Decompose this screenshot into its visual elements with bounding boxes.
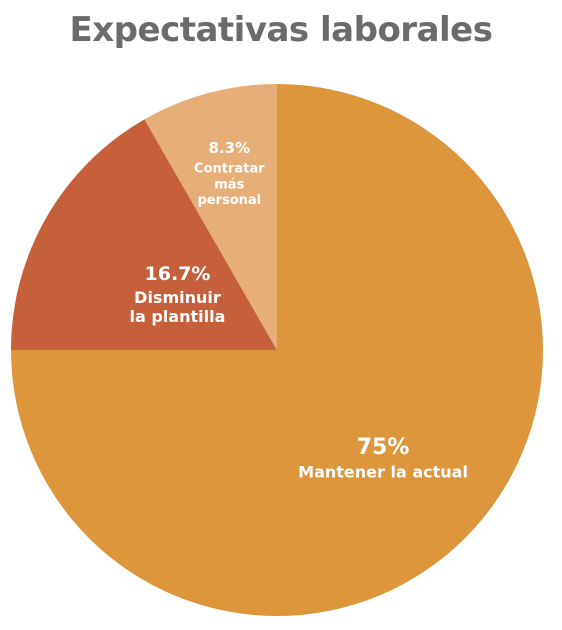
slice-category-label: Mantener la actual (298, 462, 468, 481)
slice-category-label: más (214, 177, 244, 192)
slice-category-label: Disminuir (134, 288, 221, 307)
chart-title: Expectativas laborales (69, 10, 493, 50)
pie-slice (11, 119, 277, 350)
slice-category-label: la plantilla (130, 307, 226, 326)
slice-category-label: Contratar (194, 162, 265, 177)
slice-value-label: 8.3% (209, 139, 251, 157)
slice-value-label: 75% (357, 435, 410, 460)
pie-slice (144, 84, 277, 350)
slice-value-label: 16.7% (145, 263, 211, 285)
slice-category-label: personal (197, 193, 261, 208)
